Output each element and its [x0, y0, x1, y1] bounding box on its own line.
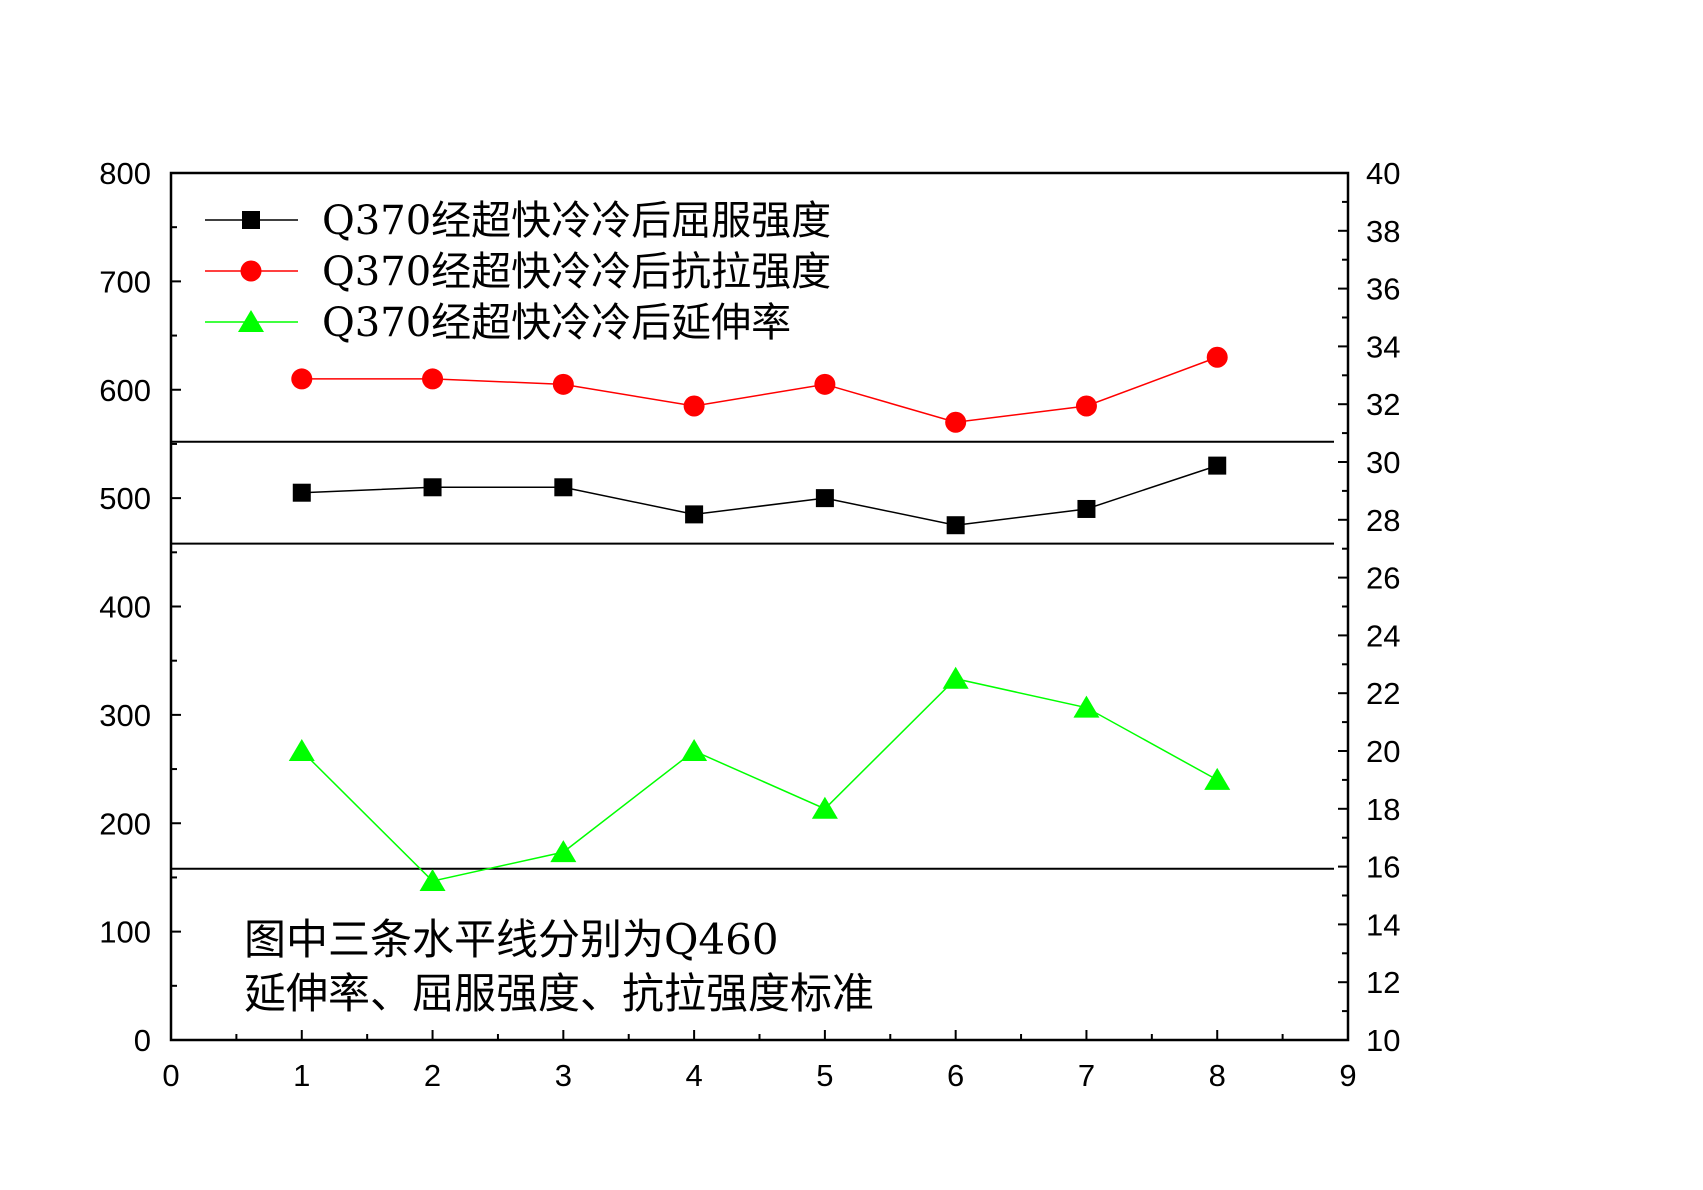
data-point-elongation	[1073, 695, 1100, 718]
annotation-line-1: 图中三条水平线分别为Q460	[244, 915, 779, 964]
series-line-elongation	[301, 677, 1218, 882]
y-left-tick-label: 600	[99, 373, 151, 408]
annotation-line-2: 延伸率、屈服强度、抗拉强度标准	[244, 969, 874, 1018]
y-right-tick-label: 34	[1366, 329, 1400, 364]
y-right-tick-label: 38	[1366, 214, 1400, 249]
y-right-tick-label: 32	[1366, 387, 1400, 422]
axes: 0 1 2 3 4 5 6 7 8 9010020030040050060070080010121…	[99, 156, 1400, 1093]
y-right-tick-label: 12	[1366, 965, 1400, 1000]
data-point-tensile-strength	[683, 395, 705, 417]
y-right-tick-label: 40	[1366, 156, 1400, 191]
y-right-tick-label: 30	[1366, 445, 1400, 480]
series-line-tensile-strength	[301, 356, 1218, 424]
data-point-elongation	[550, 840, 577, 863]
legend-label-tensile: Q370经超快冷冷后抗拉强度	[322, 249, 831, 295]
y-right-tick-label: 22	[1366, 676, 1400, 711]
data-point-yield-strength	[554, 478, 573, 497]
data-point-yield-strength	[292, 483, 311, 502]
data-point-elongation	[1204, 767, 1231, 790]
data-point-tensile-strength	[1075, 395, 1097, 417]
y-right-tick-label: 10	[1366, 1023, 1400, 1058]
x-tick-label: 6	[947, 1058, 964, 1093]
annotation-note: 图中三条水平线分别为Q460 延伸率、屈服强度、抗拉强度标准	[244, 915, 874, 1018]
x-tick-label: 7	[1078, 1058, 1095, 1093]
x-tick-label: 5	[816, 1058, 833, 1093]
data-point-yield-strength	[815, 489, 834, 508]
x-tick-label: 3	[555, 1058, 572, 1093]
y-left-tick-label: 500	[99, 481, 151, 516]
legend-label-elongation: Q370经超快冷冷后延伸率	[322, 300, 791, 346]
y-right-tick-label: 26	[1366, 561, 1400, 596]
data-point-elongation	[419, 869, 446, 892]
data-point-tensile-strength	[291, 368, 313, 390]
data-point-yield-strength	[685, 505, 704, 524]
data-point-tensile-strength	[552, 373, 574, 395]
y-left-tick-label: 0	[134, 1023, 151, 1058]
x-tick-label: 9	[1339, 1058, 1356, 1093]
x-tick-label: 8	[1209, 1058, 1226, 1093]
y-left-tick-label: 700	[99, 264, 151, 299]
data-point-yield-strength	[1208, 456, 1227, 475]
data-point-yield-strength	[423, 478, 442, 497]
legend: Q370经超快冷冷后屈服强度 Q370经超快冷冷后抗拉强度 Q370经超快冷冷后…	[205, 198, 831, 346]
y-right-tick-label: 24	[1366, 618, 1400, 653]
y-right-tick-label: 14	[1366, 907, 1400, 942]
y-right-tick-label: 16	[1366, 850, 1400, 885]
series-line-yield-strength	[301, 464, 1218, 526]
y-left-tick-label: 200	[99, 806, 151, 841]
y-right-tick-label: 36	[1366, 272, 1400, 307]
x-tick-label: 0	[162, 1058, 179, 1093]
data-point-yield-strength	[1077, 499, 1096, 518]
data-point-tensile-strength	[422, 368, 444, 390]
y-left-tick-label: 800	[99, 156, 151, 191]
x-tick-label: 4	[685, 1058, 702, 1093]
x-tick-label: 2	[424, 1058, 441, 1093]
data-point-elongation	[942, 666, 969, 689]
data-point-tensile-strength	[945, 411, 967, 433]
data-point-tensile-strength	[1206, 346, 1228, 368]
y-left-tick-label: 100	[99, 915, 151, 950]
y-right-tick-label: 20	[1366, 734, 1400, 769]
y-left-tick-label: 300	[99, 698, 151, 733]
legend-marker-tensile-strength	[240, 260, 262, 282]
data-point-elongation	[288, 739, 315, 761]
x-tick-label: 1	[293, 1058, 310, 1093]
y-left-tick-label: 400	[99, 590, 151, 625]
legend-label-yield: Q370经超快冷冷后屈服强度	[322, 198, 831, 244]
legend-marker-yield-strength	[242, 211, 260, 229]
data-point-elongation	[811, 796, 838, 819]
legend-marker-elongation	[238, 310, 264, 332]
data-point-tensile-strength	[814, 373, 836, 395]
y-right-tick-label: 18	[1366, 792, 1400, 827]
y-right-tick-label: 28	[1366, 503, 1400, 538]
data-point-elongation	[681, 739, 708, 761]
data-point-yield-strength	[946, 516, 965, 535]
reference-lines	[171, 440, 1334, 870]
series-layer	[288, 346, 1231, 892]
